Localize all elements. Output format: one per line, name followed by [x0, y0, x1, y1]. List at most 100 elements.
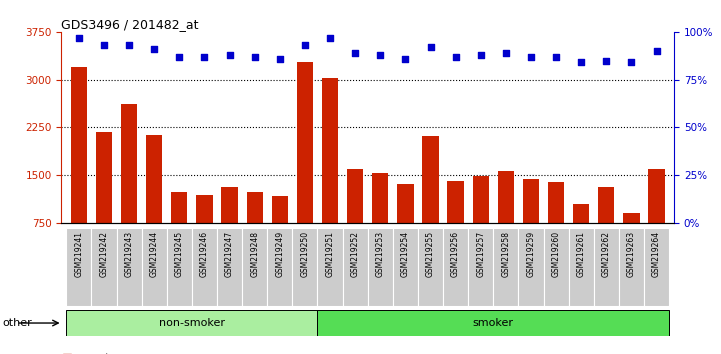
Bar: [368, 228, 393, 306]
Text: GSM219256: GSM219256: [451, 231, 460, 277]
Text: GSM219251: GSM219251: [326, 231, 335, 277]
Point: [350, 50, 361, 56]
Bar: [221, 187, 238, 223]
Bar: [66, 228, 92, 306]
Bar: [267, 228, 292, 306]
Bar: [497, 171, 514, 223]
Bar: [217, 228, 242, 306]
Text: GSM219254: GSM219254: [401, 231, 410, 277]
Point: [651, 48, 663, 54]
Bar: [317, 310, 669, 336]
Bar: [598, 187, 614, 223]
Bar: [448, 181, 464, 223]
Bar: [644, 228, 669, 306]
Bar: [493, 228, 518, 306]
Point: [417, 111, 429, 116]
Bar: [141, 228, 167, 306]
Bar: [322, 78, 338, 223]
Bar: [171, 193, 187, 223]
Text: GSM219253: GSM219253: [376, 231, 385, 277]
Text: GSM219248: GSM219248: [250, 231, 259, 277]
Point: [73, 35, 84, 40]
Bar: [372, 173, 389, 223]
Point: [500, 50, 512, 56]
Text: GSM219243: GSM219243: [125, 231, 133, 277]
Point: [475, 52, 487, 58]
Bar: [292, 228, 317, 306]
Text: GSM219260: GSM219260: [552, 231, 561, 277]
Point: [575, 59, 587, 65]
Bar: [544, 228, 569, 306]
Point: [399, 56, 411, 62]
Text: GSM219258: GSM219258: [501, 231, 510, 277]
Point: [149, 46, 160, 52]
Bar: [418, 228, 443, 306]
Text: GSM219245: GSM219245: [174, 231, 184, 277]
Point: [174, 54, 185, 59]
Bar: [443, 228, 468, 306]
Point: [550, 54, 562, 59]
Bar: [594, 228, 619, 306]
Bar: [397, 183, 414, 223]
Bar: [518, 228, 544, 306]
Point: [299, 42, 311, 48]
Point: [417, 304, 429, 309]
Text: GDS3496 / 201482_at: GDS3496 / 201482_at: [61, 18, 199, 31]
Bar: [523, 179, 539, 223]
Bar: [121, 104, 137, 223]
Text: GSM219264: GSM219264: [652, 231, 661, 277]
Text: non-smoker: non-smoker: [159, 318, 225, 328]
Bar: [472, 176, 489, 223]
Bar: [347, 170, 363, 223]
Bar: [317, 228, 342, 306]
Bar: [342, 228, 368, 306]
Bar: [167, 228, 192, 306]
Text: GSM219255: GSM219255: [426, 231, 435, 277]
Bar: [468, 228, 493, 306]
Bar: [117, 228, 141, 306]
Text: smoker: smoker: [473, 318, 514, 328]
Bar: [196, 195, 213, 223]
Point: [374, 52, 386, 58]
Text: GSM219247: GSM219247: [225, 231, 234, 277]
Text: GSM219249: GSM219249: [275, 231, 284, 277]
Bar: [71, 67, 87, 223]
Bar: [623, 213, 640, 223]
Point: [425, 44, 436, 50]
Bar: [192, 228, 217, 306]
Bar: [573, 204, 589, 223]
Bar: [66, 310, 317, 336]
Text: GSM219246: GSM219246: [200, 231, 209, 277]
Point: [98, 42, 110, 48]
Text: GSM219262: GSM219262: [602, 231, 611, 277]
Bar: [297, 62, 313, 223]
Bar: [569, 228, 594, 306]
Text: count: count: [79, 353, 110, 354]
Bar: [272, 196, 288, 223]
Text: GSM219244: GSM219244: [150, 231, 159, 277]
Point: [450, 54, 461, 59]
Point: [224, 52, 235, 58]
Bar: [548, 182, 565, 223]
Point: [274, 56, 286, 62]
Bar: [96, 132, 112, 223]
Point: [601, 58, 612, 63]
Text: GSM219241: GSM219241: [74, 231, 84, 277]
Text: GSM219250: GSM219250: [301, 231, 309, 277]
Bar: [648, 169, 665, 223]
Text: GSM219252: GSM219252: [350, 231, 360, 277]
Text: GSM219263: GSM219263: [627, 231, 636, 277]
Bar: [619, 228, 644, 306]
Text: GSM219257: GSM219257: [477, 231, 485, 277]
Text: GSM219242: GSM219242: [99, 231, 108, 277]
Point: [525, 54, 536, 59]
Text: other: other: [3, 318, 32, 328]
Text: GSM219261: GSM219261: [577, 231, 585, 277]
Bar: [393, 228, 418, 306]
Bar: [146, 135, 162, 223]
Point: [249, 54, 260, 59]
Point: [123, 42, 135, 48]
Point: [199, 54, 211, 59]
Bar: [242, 228, 267, 306]
Text: GSM219259: GSM219259: [526, 231, 536, 277]
